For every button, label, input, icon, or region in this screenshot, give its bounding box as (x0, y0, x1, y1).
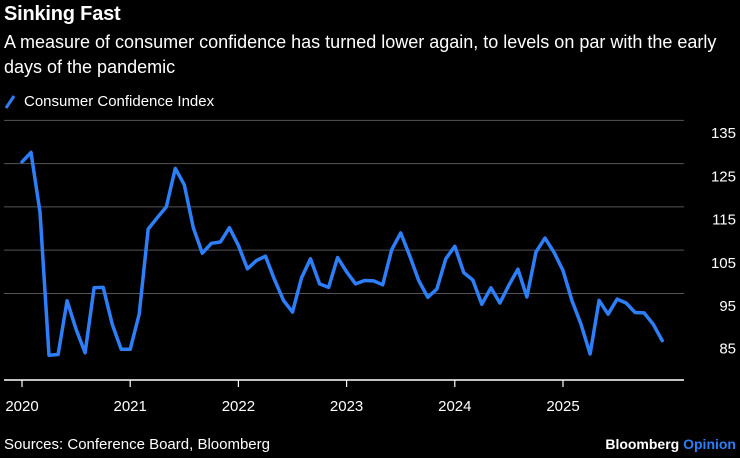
brand-main: Bloomberg (605, 436, 680, 452)
legend: Consumer Confidence Index (4, 93, 214, 110)
x-tick-label: 2023 (330, 398, 363, 415)
x-tick-label: 2022 (222, 398, 255, 415)
x-tick-label: 2021 (114, 398, 147, 415)
x-axis-ticks: 2020 2021 2022 2023 2024 2025 (5, 380, 580, 415)
legend-label: Consumer Confidence Index (24, 93, 215, 110)
brand-logo: Bloomberg Opinion (605, 436, 736, 452)
chart-subtitle: A measure of consumer confidence has tur… (4, 32, 717, 77)
series-line-consumer-confidence (20, 150, 664, 358)
x-tick-label: 2024 (438, 398, 471, 415)
x-tick-label: 2020 (5, 398, 38, 415)
legend-swatch-icon (4, 94, 16, 109)
y-tick-label: 125 (711, 168, 736, 185)
y-tick-label: 105 (711, 255, 736, 272)
y-tick-label: 85 (719, 340, 736, 357)
brand-accent: Opinion (683, 436, 736, 452)
y-tick-label: 135 (711, 125, 736, 142)
y-tick-label: 95 (719, 298, 736, 315)
y-axis-ticks: 85 95 105 115 125 135 (711, 125, 736, 357)
x-tick-label: 2025 (546, 398, 579, 415)
source-note: Sources: Conference Board, Bloomberg (4, 436, 270, 453)
chart-title: Sinking Fast (4, 3, 121, 25)
y-tick-label: 115 (712, 212, 736, 229)
